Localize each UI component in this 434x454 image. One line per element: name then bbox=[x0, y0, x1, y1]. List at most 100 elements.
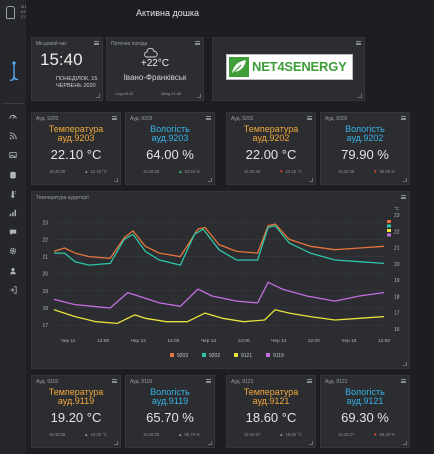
net4senergy-logo: NET4SENERGY bbox=[226, 54, 353, 80]
sensor-value: 65.70 % bbox=[146, 410, 194, 425]
resize-handle[interactable] bbox=[114, 441, 118, 445]
menu-icon[interactable] bbox=[112, 379, 117, 383]
y-tick-label-left: 18 bbox=[42, 306, 48, 312]
y-tick-label-right: 21 bbox=[394, 246, 400, 252]
resize-handle[interactable] bbox=[403, 441, 407, 445]
menu-icon[interactable] bbox=[206, 116, 211, 120]
resize-handle[interactable] bbox=[114, 178, 118, 182]
sensor-label: Температура ауд.9203 bbox=[32, 125, 120, 143]
page-title: Активна дошка bbox=[136, 8, 200, 18]
right-axis-unit: °C bbox=[394, 206, 400, 211]
sensor-value: 79.90 % bbox=[341, 147, 389, 162]
sensor-label: Температура ауд.9119 bbox=[32, 388, 120, 406]
menu-icon[interactable] bbox=[401, 379, 406, 383]
resize-handle[interactable] bbox=[96, 94, 100, 98]
database-icon[interactable] bbox=[6, 168, 20, 182]
sensor-label-line2: ауд.9121 bbox=[252, 396, 290, 406]
sensor-label-line2: ауд.9121 bbox=[346, 396, 384, 406]
trend-arrow-icon: ▼ bbox=[373, 169, 378, 174]
resize-handle[interactable] bbox=[309, 441, 313, 445]
menu-icon[interactable] bbox=[401, 195, 406, 199]
menu-icon[interactable] bbox=[112, 116, 117, 120]
legend-swatch-9202 bbox=[202, 353, 206, 357]
menu-icon[interactable] bbox=[356, 41, 361, 45]
sensor-label-line2: ауд.9119 bbox=[151, 396, 189, 406]
legend-swatch-9203 bbox=[170, 353, 174, 357]
menu-icon[interactable] bbox=[195, 41, 200, 45]
y-tick-label-right: 22 bbox=[394, 229, 400, 235]
sensor-label-line1: Температура bbox=[48, 124, 104, 134]
sensor-label: Вологість ауд.9203 bbox=[126, 125, 214, 143]
sensor-label-line1: Вологість bbox=[150, 124, 190, 134]
series-marker-9119 bbox=[387, 233, 391, 237]
legend-label-9202: 9202 bbox=[209, 353, 220, 359]
sensor-label-line1: Вологість bbox=[150, 387, 190, 397]
menu-icon[interactable] bbox=[307, 116, 312, 120]
panel-title: Поточна погода bbox=[111, 41, 148, 47]
y-tick-label-right: 18 bbox=[394, 294, 400, 300]
clock-date-line2: ЧЕРВЕНЬ 2020 bbox=[56, 83, 96, 89]
panel-title: Ауд. 9119 bbox=[36, 379, 59, 385]
sensor-timestamp: 15:40:27 bbox=[338, 432, 355, 437]
logout-icon[interactable] bbox=[6, 283, 20, 297]
resize-handle[interactable] bbox=[403, 178, 407, 182]
sensor-label-line1: Температура bbox=[243, 124, 299, 134]
sensor-value: 69.30 % bbox=[341, 410, 389, 425]
y-tick-label-right: 23 bbox=[394, 213, 400, 219]
y-tick-label-right: 19 bbox=[394, 278, 400, 284]
sensor-label-line1: Температура bbox=[243, 387, 299, 397]
sensor-previous: ▲ 22.10 °C bbox=[84, 169, 107, 174]
trend-arrow-icon: ▲ bbox=[279, 432, 284, 437]
gear-icon[interactable] bbox=[6, 244, 20, 258]
chat-icon[interactable] bbox=[6, 225, 20, 239]
y-tick-label-left: 17 bbox=[42, 323, 48, 329]
previous-value: 22.10 °C bbox=[90, 169, 107, 174]
thermometer-icon[interactable] bbox=[6, 187, 20, 201]
menu-icon[interactable] bbox=[94, 41, 99, 45]
resize-handle[interactable] bbox=[403, 362, 407, 366]
legend-label-9121: 9121 bbox=[241, 353, 252, 359]
resize-handle[interactable] bbox=[197, 94, 201, 98]
sensor-card: Ауд. 9203 Вологість ауд.9203 64.00 % 15:… bbox=[125, 112, 215, 185]
y-tick-label-right: 17 bbox=[394, 311, 400, 317]
image-icon[interactable] bbox=[6, 148, 20, 162]
panel-title: Ауд. 9203 bbox=[36, 116, 59, 122]
hook-icon[interactable] bbox=[7, 60, 21, 84]
x-tick-label: Чер 14 bbox=[271, 338, 287, 344]
menu-icon[interactable] bbox=[206, 379, 211, 383]
menu-icon[interactable] bbox=[401, 116, 406, 120]
legend-label-9203: 9203 bbox=[177, 353, 188, 359]
chart-icon[interactable] bbox=[6, 206, 20, 220]
resize-handle[interactable] bbox=[208, 441, 212, 445]
menu-icon[interactable] bbox=[307, 379, 312, 383]
rss-icon[interactable] bbox=[6, 129, 20, 143]
previous-value: 80.00 % bbox=[379, 169, 395, 174]
sensor-label-line1: Вологість bbox=[345, 387, 385, 397]
sensor-previous: ▲ 65.70 % bbox=[178, 432, 200, 437]
sensor-value: 64.00 % bbox=[146, 147, 194, 162]
logo-mark-icon bbox=[6, 6, 15, 19]
y-tick-label-left: 20 bbox=[42, 272, 48, 278]
panel-title: Ауд. 9202 bbox=[325, 116, 348, 122]
sensor-card: Ауд. 9119 Вологість ауд.9119 65.70 % 15:… bbox=[125, 375, 215, 448]
trend-arrow-icon: ▼ bbox=[373, 432, 378, 437]
clock-date-line1: ПОНЕДІЛОК, 15 bbox=[56, 76, 98, 82]
resize-handle[interactable] bbox=[358, 94, 362, 98]
sensor-label: Вологість ауд.9202 bbox=[321, 125, 409, 143]
resize-handle[interactable] bbox=[208, 178, 212, 182]
legend-swatch-9119 bbox=[266, 353, 270, 357]
clock-time: 15:40 bbox=[40, 50, 83, 69]
previous-value: 22.10 °C bbox=[285, 169, 302, 174]
x-tick-label: Чер 11 bbox=[61, 338, 76, 344]
y-tick-label-left: 21 bbox=[42, 255, 48, 261]
user-icon[interactable] bbox=[6, 264, 20, 278]
sensor-card: Ауд. 9121 Температура ауд.9121 18.60 °C … bbox=[226, 375, 316, 448]
temperature-chart[interactable]: 17 18 19 20 21 22 23 16 17 18 19 20 21 22 23 °C Чер 11 12… bbox=[32, 192, 409, 368]
dashboard-icon[interactable] bbox=[6, 110, 20, 124]
resize-handle[interactable] bbox=[309, 178, 313, 182]
x-tick-label: Чер 12 bbox=[131, 338, 147, 344]
panel-title: Ауд. 9121 bbox=[325, 379, 348, 385]
previous-value: 65.70 % bbox=[184, 432, 200, 437]
top-bar: Активна дошка bbox=[26, 0, 434, 26]
legend-swatch-9121 bbox=[234, 353, 238, 357]
